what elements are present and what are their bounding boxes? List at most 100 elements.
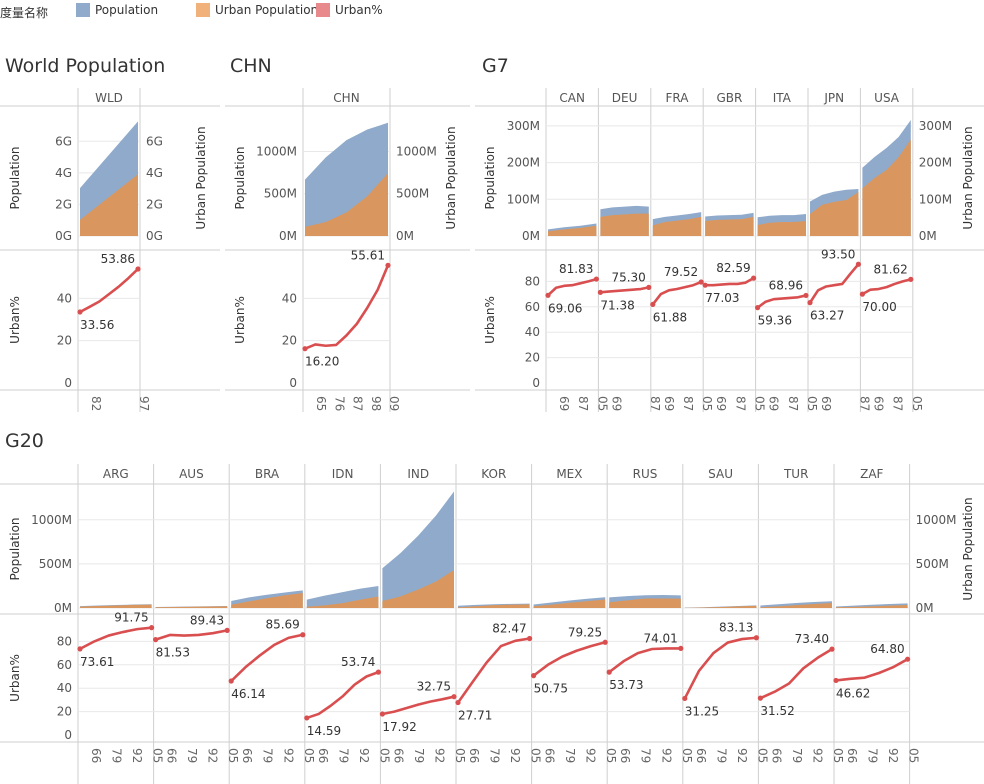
panel-header-gbr: GBR [716, 91, 742, 105]
panel-header-chn: CHN [333, 91, 359, 105]
y-axis-title-right: Urban Population [194, 126, 208, 229]
data-label-start: 71.38 [600, 298, 634, 312]
x-tick-label: 79 [185, 748, 199, 763]
y-tick-label: 200M [507, 156, 540, 170]
y-tick-label-right: 4G [146, 166, 163, 180]
panel-header-bra: BRA [255, 467, 280, 481]
data-label-start: 50.75 [534, 682, 568, 696]
urban-population-area [305, 173, 388, 236]
y-tick-label: 1000M [256, 144, 297, 158]
legend-item-urban-pct[interactable]: Urban% [316, 3, 383, 17]
y-tick-label-right: 200M [919, 156, 952, 170]
urban-line [79, 626, 152, 651]
urban-point-start [77, 646, 83, 652]
urban-point-start [455, 699, 461, 706]
y-tick-label: 20 [57, 705, 72, 719]
x-tick-label: 66 [89, 748, 103, 763]
x-tick-label: 69 [609, 396, 623, 411]
data-label-end: 81.83 [559, 262, 593, 276]
population-area [382, 491, 454, 608]
data-label-end: 32.75 [417, 680, 451, 694]
urban-population-area [705, 216, 754, 236]
urban-population-area [382, 570, 454, 608]
urban-point-start [77, 309, 83, 315]
legend-item-population[interactable]: Population [76, 3, 158, 17]
data-label-start: 63.27 [810, 309, 844, 323]
x-tick-label: 92 [508, 748, 522, 763]
data-label-start: 69.06 [548, 301, 582, 315]
urban-point-end [855, 261, 862, 267]
x-tick-label: 05 [226, 748, 240, 763]
urban-point-end [527, 635, 533, 642]
x-tick-label: 05 [753, 396, 767, 411]
x-tick-label: 92 [659, 748, 673, 763]
x-tick-label: 66 [618, 748, 632, 763]
x-tick-label: 97 [137, 396, 151, 411]
urban-line [608, 647, 681, 674]
urban-line [456, 637, 530, 704]
y-axis-title: Population [483, 146, 497, 209]
urban-population-area [600, 213, 649, 236]
y-tick-label: 0M [522, 229, 540, 243]
x-tick-label: 79 [790, 748, 804, 763]
y-tick-label: 0G [55, 229, 72, 243]
x-tick-label: 05 [700, 396, 714, 411]
panel-header-arg: ARG [103, 467, 129, 481]
urban-point-end [224, 627, 230, 633]
panel-header-ind: IND [407, 467, 429, 481]
y-tick-label: 40 [282, 291, 297, 305]
y-tick-label: 20 [282, 334, 297, 348]
data-label-end: 73.40 [795, 632, 829, 646]
urban-line [683, 636, 757, 700]
legend-label: Urban% [335, 3, 383, 17]
urban-point-end [803, 292, 809, 299]
x-tick-label: 79 [110, 748, 124, 763]
data-label-start: 73.61 [80, 655, 114, 669]
y-tick-label-right: 0M [916, 601, 934, 615]
panel-header-usa: USA [874, 91, 900, 105]
x-tick-label: 79 [866, 748, 880, 763]
y-tick-label-right: 100M [919, 192, 952, 206]
y-tick-label: 0M [279, 229, 297, 243]
data-label-start: 77.03 [705, 291, 739, 305]
x-tick-label: 05 [529, 748, 543, 763]
urban-point-end [385, 262, 391, 268]
y-tick-label: 4G [55, 166, 72, 180]
data-label-end: 74.01 [643, 631, 677, 645]
panel-header-mex: MEX [556, 467, 582, 481]
urban-point-start [702, 282, 708, 288]
x-tick-label: 87 [576, 396, 590, 411]
panel-header-deu: DEU [612, 91, 638, 105]
data-label-start: 61.88 [653, 310, 687, 324]
data-label-end: 79.25 [568, 625, 602, 639]
x-tick-label: 05 [805, 396, 819, 411]
x-tick-label: 92 [357, 748, 371, 763]
urban-point-start [597, 289, 604, 295]
y-tick-label: 0 [289, 376, 297, 390]
x-tick-label: 92 [735, 748, 749, 763]
x-tick-label: 92 [130, 748, 144, 763]
x-tick-label: 79 [563, 748, 577, 763]
x-tick-label: 66 [316, 748, 330, 763]
urban-line [532, 641, 606, 677]
data-label-start: 59.36 [758, 314, 792, 328]
y-tick-label: 500M [264, 187, 297, 201]
urban-point-start [833, 677, 839, 684]
data-label-start: 81.53 [156, 646, 190, 660]
urban-population-area [684, 605, 757, 608]
data-label-start: 31.25 [685, 704, 719, 718]
x-tick-label: 05 [755, 748, 769, 763]
y-tick-label: 20 [57, 334, 72, 348]
data-label-end: 55.61 [351, 248, 385, 262]
section-title: CHN [230, 55, 272, 77]
data-label-end: 79.52 [664, 265, 698, 279]
x-tick-label: 98 [369, 396, 383, 411]
x-tick-label: 87 [733, 396, 747, 411]
urban-population-area [548, 225, 597, 236]
urban-line [79, 268, 139, 314]
legend-item-urban-population[interactable]: Urban Population [196, 3, 318, 17]
urban-population-area [652, 216, 702, 236]
y-axis-title: Urban% [483, 296, 497, 344]
y-tick-label: 6G [55, 134, 72, 148]
